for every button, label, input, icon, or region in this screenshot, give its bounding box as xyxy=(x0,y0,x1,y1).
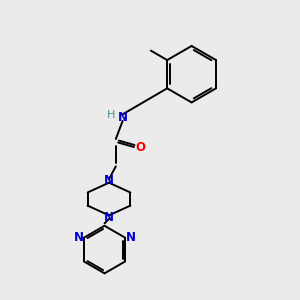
Text: O: O xyxy=(136,140,146,154)
Text: N: N xyxy=(104,211,114,224)
Text: N: N xyxy=(125,231,136,244)
Text: N: N xyxy=(74,231,84,244)
Text: N: N xyxy=(104,174,114,187)
Text: N: N xyxy=(118,111,128,124)
Text: H: H xyxy=(106,110,115,120)
